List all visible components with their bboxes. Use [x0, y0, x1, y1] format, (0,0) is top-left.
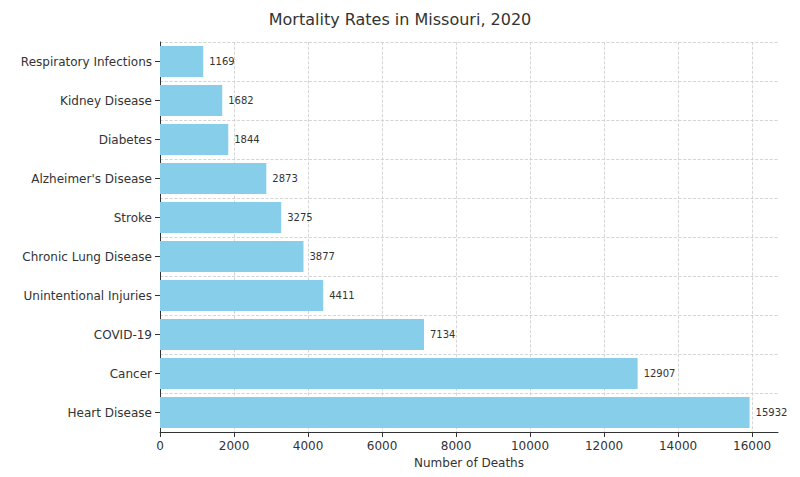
svg-text:3275: 3275	[287, 212, 312, 223]
svg-text:8000: 8000	[441, 439, 472, 453]
svg-text:16000: 16000	[733, 439, 771, 453]
svg-text:12907: 12907	[644, 368, 676, 379]
svg-text:Diabetes: Diabetes	[99, 133, 152, 147]
svg-text:2873: 2873	[272, 173, 297, 184]
svg-text:1844: 1844	[234, 134, 259, 145]
svg-text:Heart Disease: Heart Disease	[68, 406, 152, 420]
svg-text:Cancer: Cancer	[110, 367, 152, 381]
svg-text:14000: 14000	[659, 439, 697, 453]
svg-text:7134: 7134	[430, 329, 455, 340]
svg-text:Unintentional Injuries: Unintentional Injuries	[24, 289, 153, 303]
svg-text:4411: 4411	[329, 290, 354, 301]
svg-text:Stroke: Stroke	[114, 211, 152, 225]
svg-text:15932: 15932	[756, 407, 788, 418]
svg-text:1169: 1169	[209, 56, 234, 67]
svg-text:12000: 12000	[585, 439, 623, 453]
svg-text:Chronic Lung Disease: Chronic Lung Disease	[22, 250, 152, 264]
svg-text:3877: 3877	[309, 251, 334, 262]
svg-text:Number of Deaths: Number of Deaths	[414, 456, 524, 470]
svg-text:0: 0	[156, 439, 164, 453]
svg-text:10000: 10000	[511, 439, 549, 453]
svg-text:2000: 2000	[219, 439, 250, 453]
svg-text:Kidney Disease: Kidney Disease	[60, 94, 152, 108]
svg-text:1682: 1682	[228, 95, 253, 106]
svg-text:6000: 6000	[367, 439, 398, 453]
svg-text:COVID-19: COVID-19	[94, 328, 152, 342]
svg-text:Respiratory Infections: Respiratory Infections	[21, 55, 152, 69]
svg-text:Alzheimer's Disease: Alzheimer's Disease	[31, 172, 152, 186]
svg-text:Mortality Rates in Missouri, 2: Mortality Rates in Missouri, 2020	[269, 10, 532, 29]
svg-text:4000: 4000	[293, 439, 324, 453]
